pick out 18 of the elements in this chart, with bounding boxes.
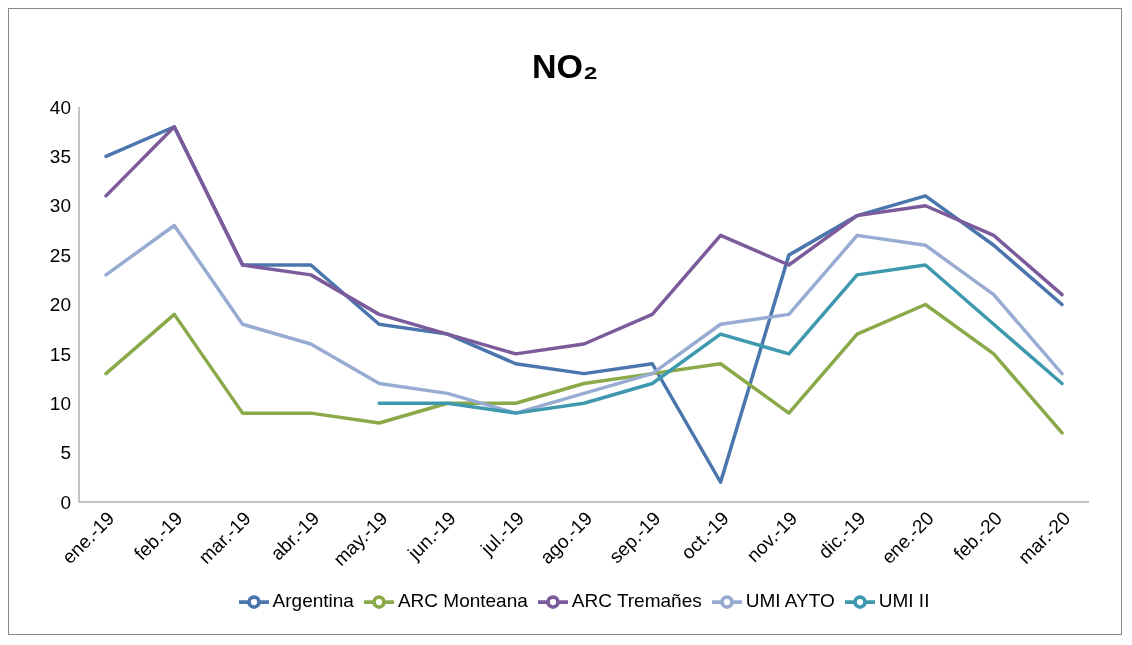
legend-label: ARC Tremañes — [571, 590, 702, 612]
legend-label: Argentina — [272, 590, 354, 612]
y-tick-label: 35 — [49, 146, 71, 168]
legend-label: UMI II — [878, 590, 930, 612]
y-tick-label: 15 — [49, 343, 71, 365]
y-tick-label: 25 — [49, 244, 71, 266]
y-tick-label: 30 — [49, 195, 71, 217]
y-tick-label: 0 — [60, 491, 71, 513]
y-tick-label: 5 — [60, 442, 71, 464]
y-tick-label: 20 — [49, 294, 71, 316]
y-tick-label: 10 — [49, 392, 71, 414]
line-series — [104, 125, 1064, 356]
legend-label: UMI AYTO — [745, 590, 835, 612]
line-series — [104, 302, 1064, 435]
chart-title: NO₂ — [530, 47, 600, 87]
legend-label: ARC Monteana — [397, 590, 528, 612]
line-series — [377, 263, 1064, 415]
y-tick-label: 40 — [49, 96, 71, 118]
